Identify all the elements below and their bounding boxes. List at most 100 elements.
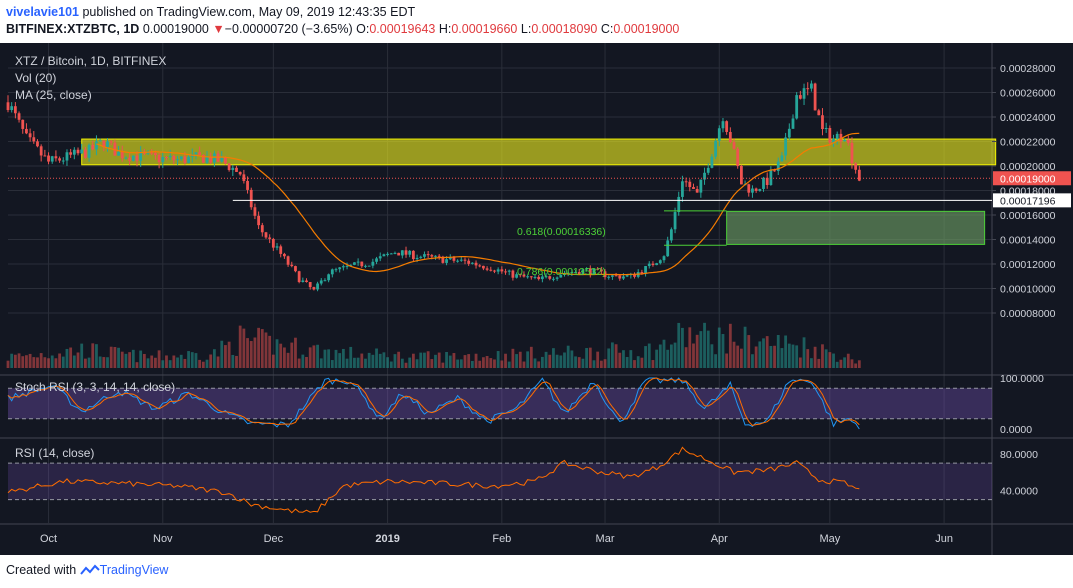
- volume-bar: [327, 349, 331, 368]
- candle-body: [83, 149, 87, 158]
- volume-bar: [150, 355, 154, 368]
- candle-body: [692, 187, 695, 190]
- volume-bar: [603, 359, 607, 368]
- volume-bar: [179, 354, 183, 368]
- candle-body: [787, 128, 791, 138]
- candle-body: [227, 163, 231, 171]
- volume-bar: [537, 361, 541, 368]
- candle-body: [43, 155, 47, 157]
- volume-bar: [563, 352, 566, 368]
- tradingview-logo-icon: [79, 564, 100, 579]
- volume-bar: [356, 357, 360, 368]
- candle-body: [319, 280, 323, 284]
- candle-body: [769, 170, 773, 185]
- last-price-tag: [993, 171, 1071, 186]
- volume-bar: [736, 345, 740, 368]
- candle-body: [279, 246, 283, 254]
- stoch-tick-label: 100.0000: [1000, 373, 1044, 385]
- candle-body: [308, 282, 312, 288]
- candle-body: [198, 152, 202, 155]
- price-chart[interactable]: 0.00028000 0.00026000 0.00024000 0.00022000…: [0, 43, 1073, 555]
- candle-body: [334, 269, 338, 271]
- candle-body: [102, 140, 106, 148]
- volume-bar: [242, 328, 246, 368]
- volume-bar: [482, 357, 485, 368]
- candle-body: [821, 115, 824, 130]
- candle-body: [857, 169, 861, 181]
- candle-body: [824, 127, 828, 130]
- candle-body: [98, 140, 102, 142]
- volume-bar: [732, 341, 736, 368]
- candle-body: [559, 274, 563, 278]
- volume-bar: [216, 356, 220, 368]
- volume-bar: [467, 354, 471, 368]
- candle-body: [596, 268, 600, 270]
- volume-bar: [511, 348, 515, 368]
- candle-body: [496, 269, 500, 272]
- candle-body: [286, 256, 290, 265]
- last-price-tag-label: 0.00019000: [1000, 173, 1056, 185]
- volume-bar: [570, 350, 574, 368]
- volume-bar: [201, 361, 205, 368]
- candle-body: [209, 156, 213, 163]
- candle-body: [504, 271, 507, 273]
- candle-body: [371, 261, 375, 266]
- volume-bar: [106, 357, 109, 368]
- candle-body: [463, 259, 467, 261]
- volume-bar: [728, 323, 732, 368]
- candle-body: [312, 287, 316, 290]
- rsi-tick-label: 40.0000: [1000, 486, 1038, 498]
- time-tick-label: Nov: [153, 533, 173, 545]
- volume-bar: [496, 351, 500, 368]
- candle-body: [754, 188, 758, 191]
- tradingview-brand[interactable]: TradingView: [99, 563, 169, 577]
- author-name[interactable]: vivelavie101: [6, 5, 79, 19]
- volume-bar: [253, 337, 257, 368]
- candle-body: [382, 254, 386, 257]
- volume-bar: [364, 358, 367, 368]
- volume-bar: [684, 347, 688, 368]
- price-tick-label: 0.00016000: [1000, 210, 1056, 222]
- volume-bar: [397, 351, 401, 368]
- volume-bar: [739, 348, 743, 368]
- volume-bar: [423, 352, 426, 368]
- volume-bar: [297, 358, 301, 368]
- volume-bar: [187, 351, 190, 368]
- candle-body: [813, 83, 817, 111]
- volume-bar: [249, 341, 253, 368]
- volume-bar: [157, 350, 161, 368]
- volume-bar: [835, 361, 839, 368]
- volume-bar: [798, 357, 802, 368]
- candle-body: [832, 138, 835, 143]
- volume-bar: [688, 327, 692, 368]
- time-tick-label: Mar: [596, 533, 615, 545]
- volume-bar: [751, 354, 754, 368]
- candle-body: [260, 225, 264, 233]
- candle-body: [76, 149, 80, 154]
- candle-body: [54, 156, 58, 159]
- candle-body: [124, 157, 128, 159]
- symbol-name: BITFINEX:XTZBTC, 1D: [6, 22, 140, 36]
- candle-body: [839, 133, 843, 142]
- volume-bar: [371, 354, 375, 368]
- published-text: published on TradingView.com, May 09, 20…: [82, 5, 416, 19]
- volume-bar: [714, 354, 717, 368]
- candle-body: [131, 155, 135, 161]
- volume-bar: [349, 346, 353, 368]
- candle-body: [161, 156, 165, 163]
- volume-bar: [142, 353, 146, 368]
- candle-body: [423, 254, 426, 257]
- volume-bar: [120, 351, 124, 368]
- candle-body: [120, 151, 124, 159]
- volume-bar: [456, 359, 460, 368]
- volume-bar: [382, 352, 386, 368]
- volume-bar: [308, 347, 312, 368]
- volume-bar: [743, 326, 747, 368]
- candle-body: [345, 265, 349, 267]
- candle-body: [725, 121, 729, 132]
- candle-body: [393, 252, 397, 254]
- volume-bar: [552, 348, 555, 368]
- symbol-info: BITFINEX:XTZBTC, 1D 0.00019000 ▼−0.00000…: [6, 22, 679, 36]
- candle-body: [87, 144, 91, 158]
- volume-bar: [765, 336, 769, 368]
